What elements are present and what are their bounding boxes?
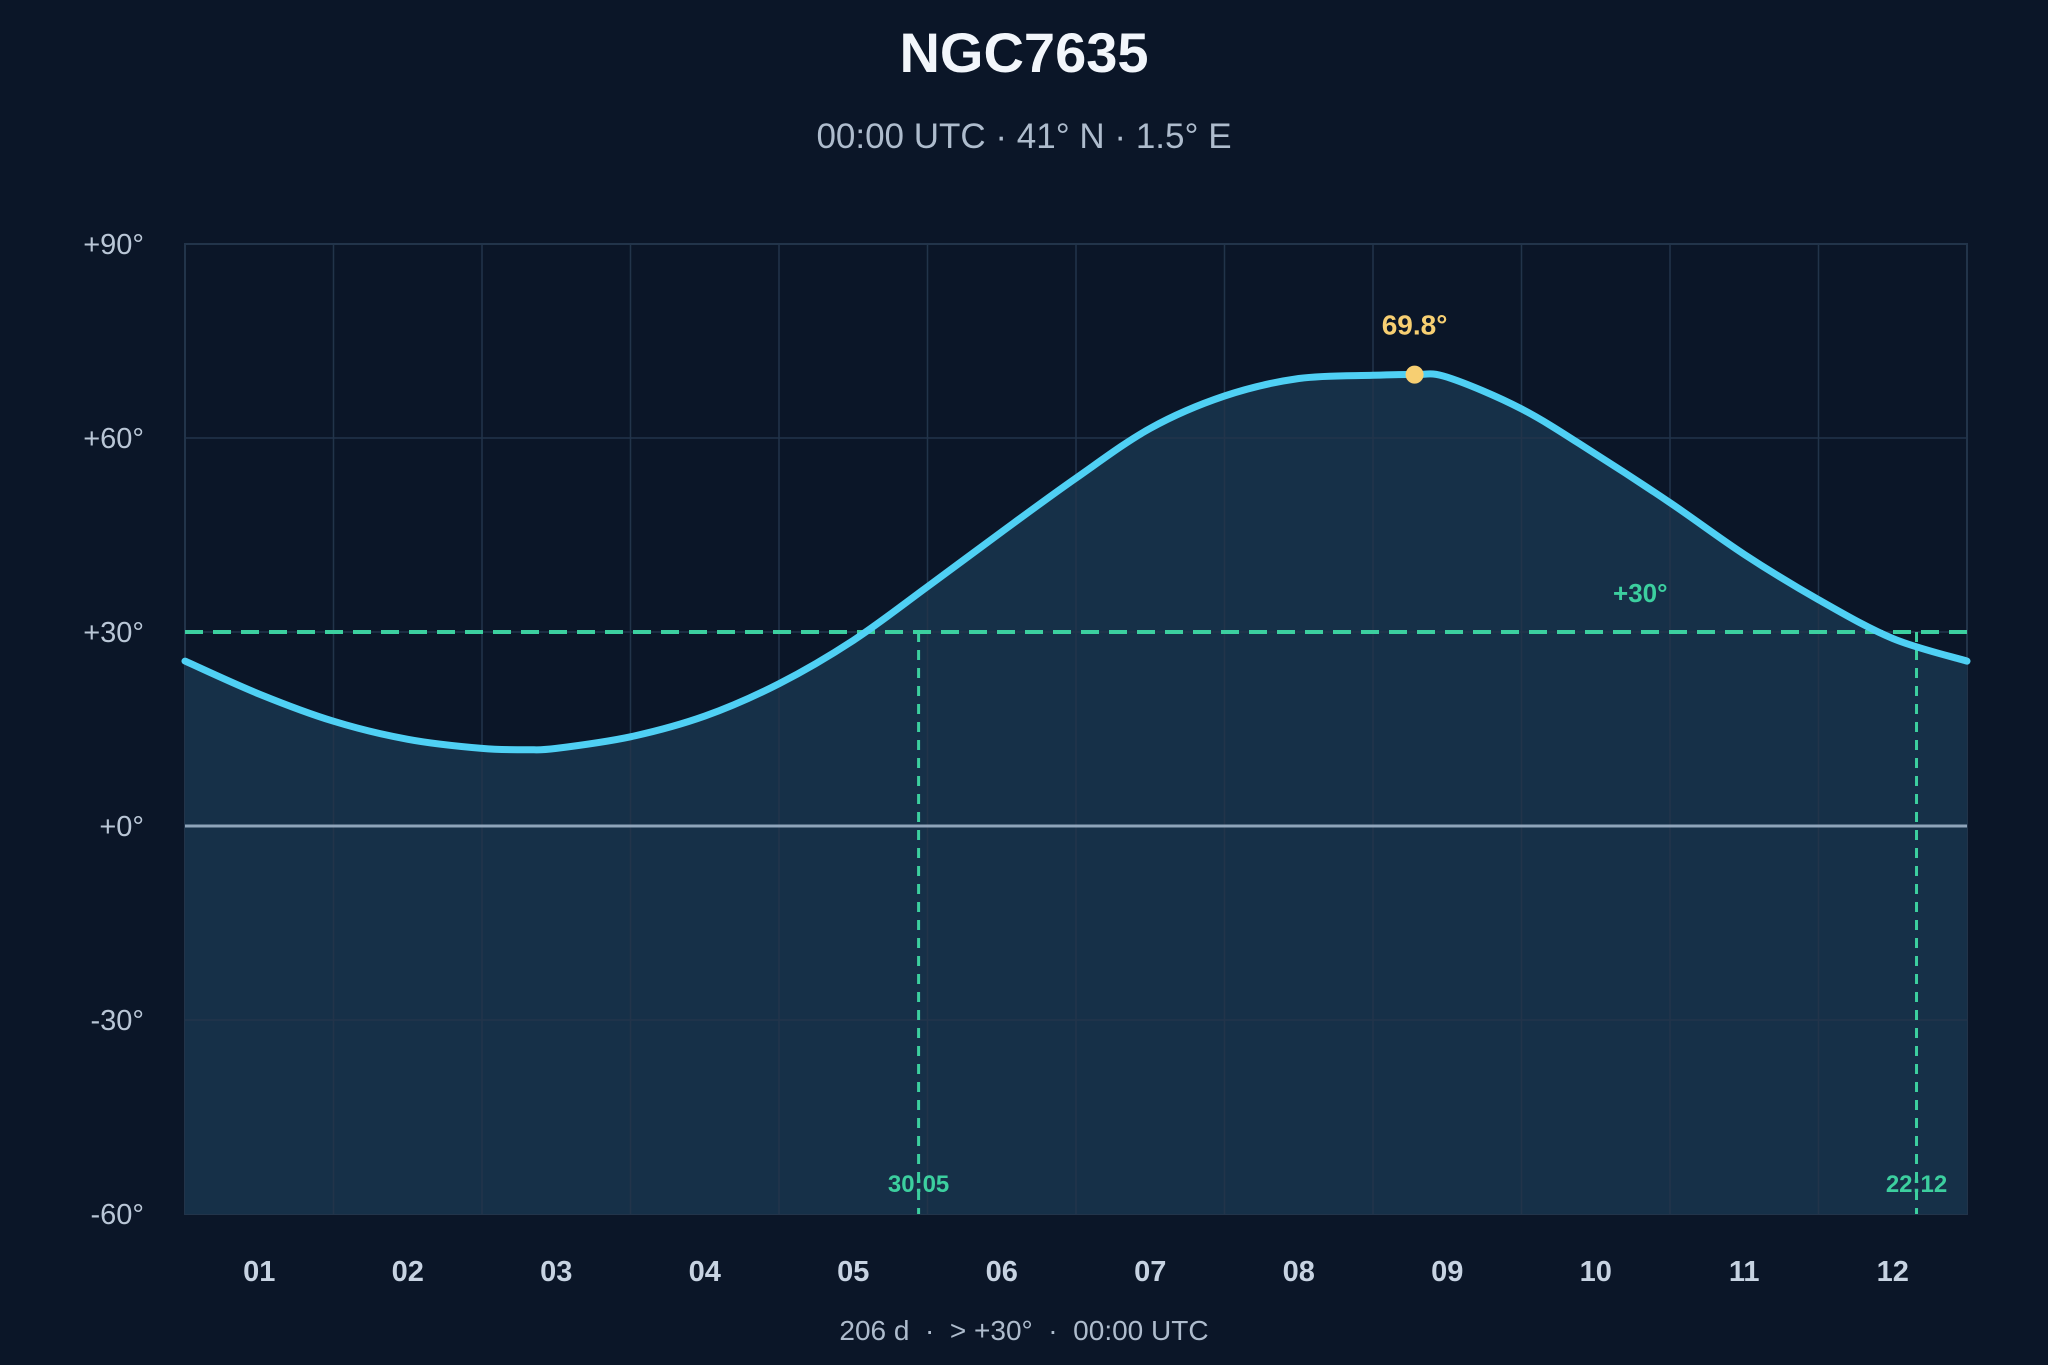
chart-title: NGC7635 bbox=[899, 21, 1148, 84]
chart-footer: 206 d · > +30° · 00:00 UTC bbox=[839, 1315, 1208, 1346]
peak-label: 69.8° bbox=[1382, 310, 1448, 341]
y-tick-label: +60° bbox=[83, 423, 144, 455]
y-tick-label: +30° bbox=[83, 617, 144, 649]
x-tick-label: 01 bbox=[243, 1256, 275, 1288]
plot-area: +90° +60° +30° +0° -30° -60° 01 02 03 04 05 06 07 08 0… bbox=[83, 229, 1971, 1288]
y-tick-label: -60° bbox=[90, 1199, 144, 1231]
peak-marker bbox=[1405, 365, 1424, 384]
x-tick-label: 06 bbox=[986, 1256, 1018, 1288]
x-tick-label: 11 bbox=[1729, 1256, 1760, 1288]
x-tick-label: 05 bbox=[837, 1256, 869, 1288]
x-tick-label: 04 bbox=[689, 1256, 721, 1288]
crossing-label: 22:12 bbox=[1886, 1171, 1947, 1198]
chart-subtitle: 00:00 UTC · 41° N · 1.5° E bbox=[816, 117, 1231, 156]
x-tick-label: 10 bbox=[1580, 1256, 1612, 1288]
threshold-label: +30° bbox=[1613, 578, 1668, 608]
y-tick-label: +0° bbox=[99, 811, 144, 843]
x-tick-label: 02 bbox=[392, 1256, 424, 1288]
y-tick-label: +90° bbox=[83, 229, 144, 261]
x-tick-label: 03 bbox=[540, 1256, 572, 1288]
x-tick-label: 12 bbox=[1877, 1256, 1909, 1288]
crossing-label: 30:05 bbox=[888, 1171, 949, 1198]
x-tick-label: 09 bbox=[1431, 1256, 1463, 1288]
x-tick-label: 07 bbox=[1134, 1256, 1166, 1288]
altitude-curve bbox=[181, 370, 1971, 754]
x-tick-label: 08 bbox=[1283, 1256, 1315, 1288]
y-tick-label: -30° bbox=[90, 1005, 144, 1037]
